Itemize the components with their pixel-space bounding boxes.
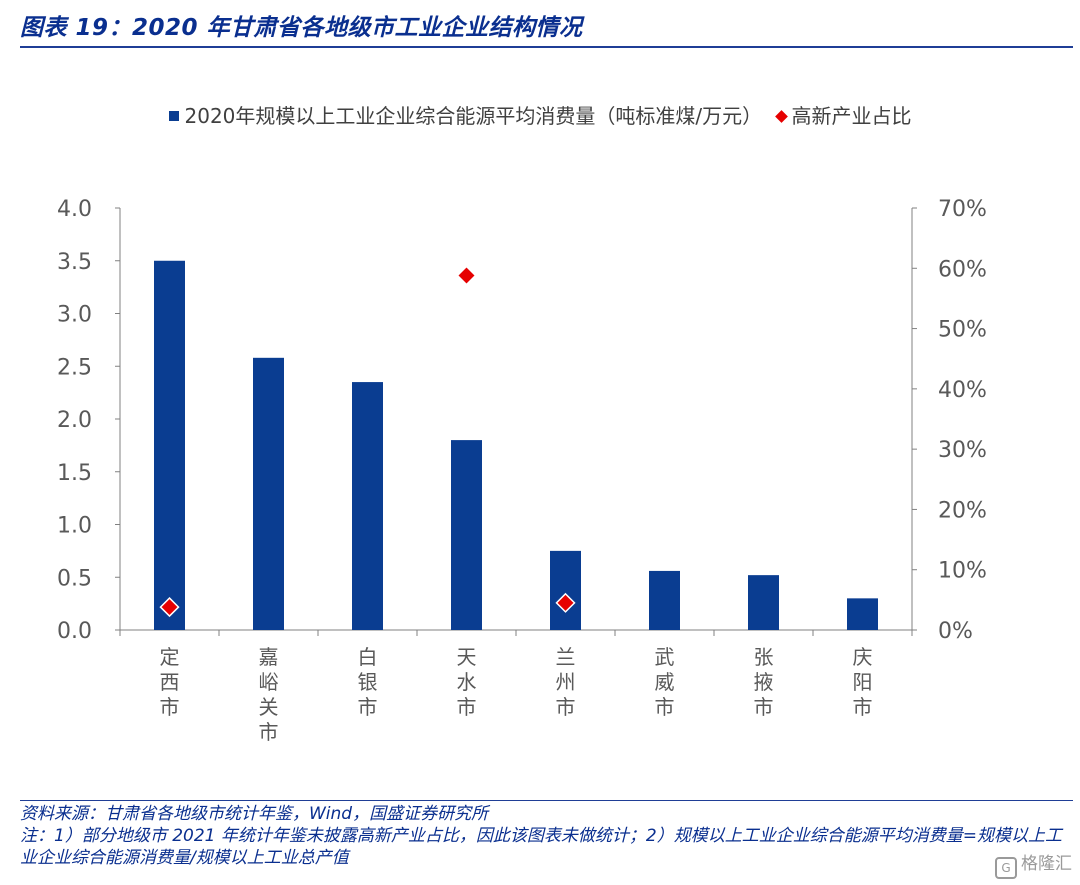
legend-bar-label: 2020年规模以上工业企业综合能源平均消费量（吨标准煤/万元）	[184, 104, 763, 128]
combo-chart: 0.0 0.5 1.0 1.5 2.0 2.5 3.0 3.5 4.0 0% 10% 20% 30% 40…	[57, 197, 987, 744]
footer-divider	[20, 800, 1073, 801]
right-tick-label: 50%	[938, 318, 987, 343]
bar	[550, 550, 581, 630]
category-label: 天水市	[457, 645, 477, 719]
bar	[154, 260, 185, 630]
right-tick-label: 40%	[938, 378, 987, 403]
bar	[748, 575, 779, 630]
watermark-text: 格隆汇	[1021, 854, 1072, 874]
category-label: 白银市	[358, 645, 378, 719]
right-tick-label: 0%	[938, 619, 973, 644]
legend-marker-label: 高新产业占比	[791, 104, 912, 128]
left-tick-label: 1.0	[57, 514, 92, 539]
category-label: 张掖市	[754, 645, 774, 719]
left-tick-label: 3.0	[57, 303, 92, 328]
category-label: 嘉峪关市	[259, 645, 279, 744]
marker-point	[456, 265, 477, 286]
chart-legend: 2020年规模以上工业企业综合能源平均消费量（吨标准煤/万元） 高新产业占比	[0, 100, 1080, 129]
footnote: 注：1）部分地级市 2021 年统计年鉴未披露高新产业占比，因此该图表未做统计；…	[20, 826, 1062, 868]
legend-item-bar: 2020年规模以上工业企业综合能源平均消费量（吨标准煤/万元）	[168, 100, 763, 129]
bar	[451, 440, 482, 630]
marker-point	[555, 592, 576, 613]
category-label: 庆阳市	[853, 645, 873, 719]
bar	[352, 382, 383, 630]
right-tick-label: 10%	[938, 559, 987, 584]
right-tick-label: 70%	[938, 197, 987, 222]
left-tick-label: 3.5	[57, 250, 92, 275]
bar	[649, 570, 680, 630]
left-tick-label: 2.5	[57, 355, 92, 380]
left-tick-label: 2.0	[57, 408, 92, 433]
left-tick-label: 4.0	[57, 197, 92, 222]
category-label: 定西市	[160, 645, 180, 719]
right-tick-label: 30%	[938, 438, 987, 463]
logo-icon: G	[995, 857, 1017, 879]
bar	[847, 598, 878, 630]
source-note: 资料来源：甘肃省各地级市统计年鉴，Wind，国盛证券研究所	[20, 804, 489, 824]
marker-point	[159, 597, 180, 618]
category-label: 兰州市	[556, 645, 576, 719]
left-tick-label: 0.0	[57, 619, 92, 644]
figure-title: 图表 19：2020 年甘肃省各地级市工业企业结构情况	[20, 15, 583, 41]
legend-item-marker: 高新产业占比	[774, 100, 912, 129]
right-tick-label: 20%	[938, 498, 987, 523]
bar	[253, 357, 284, 630]
title-divider	[20, 46, 1073, 48]
watermark: G 格隆汇	[995, 849, 1072, 879]
legend-bar-swatch	[168, 111, 179, 121]
figure-footer: 资料来源：甘肃省各地级市统计年鉴，Wind，国盛证券研究所 注：1）部分地级市 …	[20, 800, 1073, 869]
left-tick-label: 1.5	[57, 461, 92, 486]
left-tick-label: 0.5	[57, 566, 92, 591]
right-tick-label: 60%	[938, 257, 987, 282]
category-label: 武威市	[655, 645, 675, 719]
